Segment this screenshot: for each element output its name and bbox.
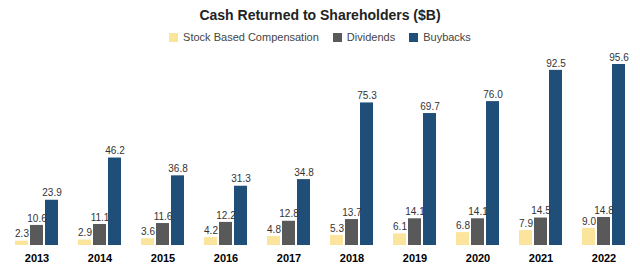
svg-text:2022: 2022 — [592, 252, 616, 264]
svg-text:2021: 2021 — [529, 252, 553, 264]
svg-text:2.3: 2.3 — [15, 228, 29, 239]
svg-text:6.1: 6.1 — [393, 221, 407, 232]
svg-text:69.7: 69.7 — [420, 101, 440, 112]
svg-text:5.3: 5.3 — [330, 223, 344, 234]
svg-text:7.9: 7.9 — [519, 218, 533, 229]
svg-text:95.6: 95.6 — [609, 52, 629, 63]
svg-text:14.5: 14.5 — [531, 205, 551, 216]
svg-text:6.8: 6.8 — [456, 220, 470, 231]
svg-text:2014: 2014 — [88, 252, 113, 264]
svg-text:4.8: 4.8 — [267, 224, 281, 235]
svg-text:75.3: 75.3 — [357, 90, 377, 101]
svg-text:31.3: 31.3 — [231, 173, 251, 184]
svg-text:2020: 2020 — [466, 252, 490, 264]
svg-text:12.8: 12.8 — [279, 208, 299, 219]
svg-text:2017: 2017 — [277, 252, 301, 264]
svg-text:14.1: 14.1 — [468, 206, 488, 217]
svg-text:14.1: 14.1 — [405, 206, 425, 217]
svg-text:2016: 2016 — [214, 252, 238, 264]
svg-text:34.8: 34.8 — [294, 167, 314, 178]
svg-text:36.8: 36.8 — [168, 163, 188, 174]
svg-text:4.2: 4.2 — [204, 225, 218, 236]
svg-text:76.0: 76.0 — [483, 89, 503, 100]
svg-text:46.2: 46.2 — [105, 145, 125, 156]
html-text:Stock Based Compensation: Stock Based Compensation — [183, 31, 319, 43]
svg-text:9.0: 9.0 — [582, 216, 596, 227]
svg-text:23.9: 23.9 — [42, 187, 62, 198]
svg-text:92.5: 92.5 — [546, 58, 566, 69]
svg-text:14.8: 14.8 — [594, 205, 614, 216]
svg-text:10.6: 10.6 — [27, 213, 47, 224]
svg-text:11.1: 11.1 — [91, 212, 110, 223]
svg-text:2.9: 2.9 — [78, 227, 92, 238]
svg-text:3.6: 3.6 — [141, 226, 155, 237]
svg-text:2019: 2019 — [403, 252, 427, 264]
svg-text:12.2: 12.2 — [216, 210, 236, 221]
svg-text:2018: 2018 — [340, 252, 364, 264]
html-text:Buybacks: Buybacks — [423, 31, 471, 43]
svg-text:2013: 2013 — [25, 252, 49, 264]
svg-text:13.7: 13.7 — [342, 207, 362, 218]
html-text:Cash Returned to Shareholders: Cash Returned to Shareholders ($B) — [199, 7, 441, 23]
svg-text:2015: 2015 — [151, 252, 175, 264]
svg-text:11.6: 11.6 — [154, 211, 173, 222]
html-text:Dividends: Dividends — [346, 31, 396, 43]
